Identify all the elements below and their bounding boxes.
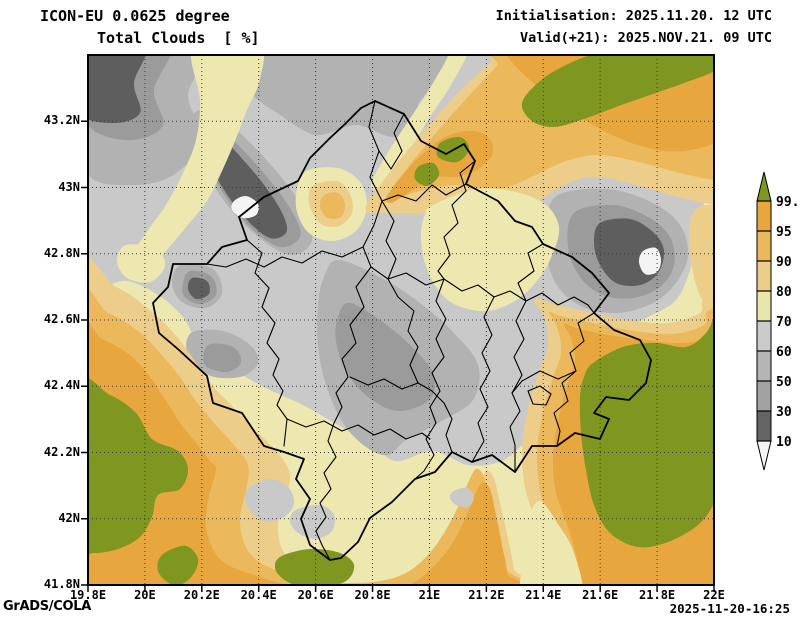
municipality-border	[517, 243, 544, 302]
colorbar-under-arrow	[756, 440, 772, 471]
municipality-border	[378, 113, 405, 170]
colorbar-label: 50	[776, 375, 792, 390]
valid-time-label: Valid(+21): 2025.NOV.21. 09 UTC	[520, 30, 772, 46]
y-axis-label: 42.8N	[43, 245, 80, 260]
x-axis-label: 21.8E	[639, 588, 676, 602]
colorbar-segment	[756, 290, 772, 322]
colorbar-segment	[756, 320, 772, 352]
model-title: ICON-EU 0.0625 degree	[40, 7, 230, 25]
colorbar-label: 95	[776, 225, 792, 240]
y-axis-label: 41.8N	[43, 577, 80, 591]
colorbar-segment	[756, 200, 772, 232]
y-axis-label: 42.6N	[43, 312, 80, 326]
colorbar-segment	[756, 410, 772, 442]
x-axis-label: 20.8E	[354, 588, 391, 602]
municipality-border	[315, 422, 337, 561]
municipality-border	[414, 278, 447, 480]
country-border-kosovo	[152, 100, 652, 561]
initialisation-label: Initialisation: 2025.11.20. 12 UTC	[495, 8, 772, 24]
municipality-border	[509, 300, 527, 473]
colorbar-over-arrow	[756, 171, 772, 202]
x-axis-label: 20.6E	[297, 588, 334, 602]
x-axis-label: 21.2E	[468, 588, 505, 602]
colorbar-label: 80	[776, 285, 792, 300]
municipality-border	[333, 266, 372, 424]
x-axis-label: 19.8E	[69, 588, 107, 602]
colorbar-label: 30	[776, 405, 792, 420]
municipality-border	[553, 312, 595, 447]
municipality-border	[286, 418, 431, 440]
y-axis-label: 42N	[58, 510, 80, 525]
creation-timestamp: 2025-11-20-16:25	[669, 601, 790, 616]
municipality-border	[431, 390, 453, 453]
colorbar-segment	[756, 380, 772, 412]
y-axis-label: 42.4N	[43, 378, 80, 393]
municipality-border	[362, 100, 383, 268]
municipality-border	[381, 200, 399, 298]
x-axis-label: 21.6E	[582, 588, 619, 602]
x-axis-label: 21.4E	[525, 588, 562, 602]
colorbar-label: 70	[776, 315, 792, 330]
map-frame	[81, 54, 715, 592]
colorbar-segment	[756, 260, 772, 292]
municipality-border	[349, 376, 419, 390]
municipality-border	[471, 296, 495, 463]
y-axis-label: 43N	[58, 179, 80, 194]
municipality-border	[527, 385, 552, 406]
colorbar-label: 99.5	[776, 195, 800, 210]
municipality-border	[246, 239, 288, 447]
colorbar-label: 10	[776, 435, 792, 450]
borders-layer	[152, 100, 652, 561]
x-axis-label: 21E	[418, 588, 441, 602]
municipality-border	[206, 246, 364, 268]
x-axis-label: 20.4E	[240, 588, 277, 602]
municipality-border	[511, 370, 577, 394]
x-axis-label: 20E	[134, 588, 156, 602]
grads-credit: GrADS/COLA	[3, 599, 91, 614]
colorbar-segment	[756, 350, 772, 382]
x-axis-label: 20.2E	[183, 588, 220, 602]
x-axis-label: 22E	[703, 588, 725, 602]
map-plot-area	[81, 54, 715, 592]
municipality-border	[437, 160, 476, 280]
colorbar-label: 90	[776, 255, 792, 270]
colorbar-label: 60	[776, 345, 792, 360]
y-axis-label: 42.2N	[43, 444, 80, 459]
y-axis-label: 43.2N	[43, 113, 80, 128]
colorbar: 99.5 95 90 80 70 60 50 30 10	[756, 171, 800, 471]
contour-fill-layer	[88, 55, 714, 585]
graticule-layer	[88, 55, 714, 585]
municipality-border	[381, 183, 467, 202]
variable-title: Total Clouds [ %]	[97, 29, 260, 47]
colorbar-segment	[756, 230, 772, 262]
cloud-cover-contour-map	[81, 54, 715, 592]
